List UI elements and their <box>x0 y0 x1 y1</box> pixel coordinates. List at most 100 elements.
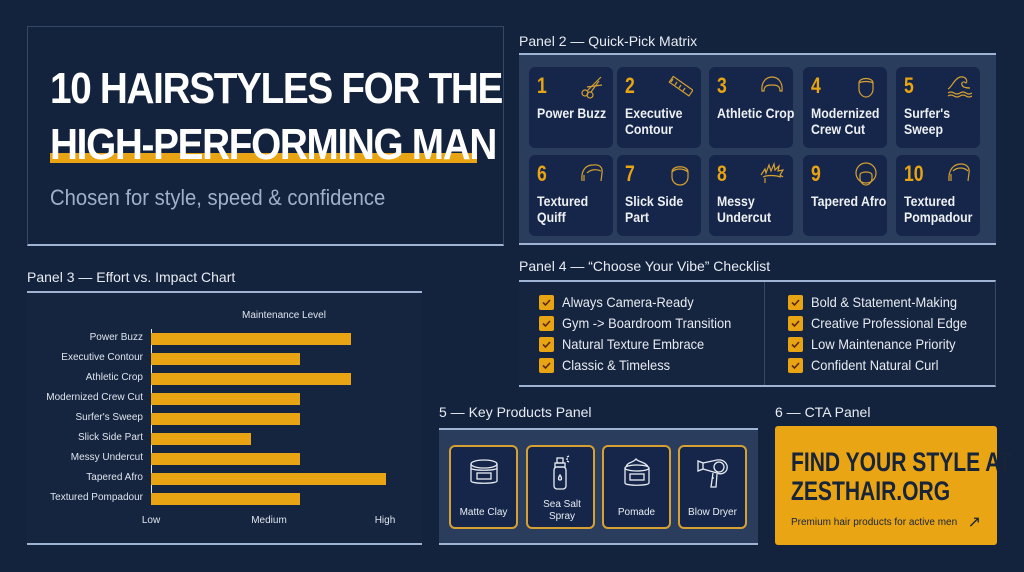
bar-label: Slick Side Part <box>77 432 143 443</box>
style-tile-6[interactable]: 6 Textured Quiff <box>529 155 613 236</box>
bar-athletic-crop <box>151 373 351 385</box>
jar-icon <box>469 459 498 484</box>
checklist-label: Confident Natural Curl <box>811 357 939 373</box>
checklist-item[interactable]: Natural Texture Embrace <box>539 334 717 354</box>
checkbox-checked-icon[interactable] <box>539 294 554 310</box>
bar-messy-undercut <box>151 453 300 465</box>
checkbox-checked-icon[interactable] <box>788 336 803 352</box>
product-card-matte-clay[interactable]: Matte Clay <box>449 445 518 529</box>
checkbox-checked-icon[interactable] <box>539 315 554 331</box>
tile-number: 9 <box>811 161 821 186</box>
bar-label: Power Buzz <box>89 332 143 343</box>
style-tile-7[interactable]: 7 Slick Side Part <box>617 155 701 236</box>
checkbox-checked-icon[interactable] <box>788 357 803 373</box>
key-products-panel: Matte Clay Sea Salt Spray Pomade Blow Dr… <box>439 428 758 545</box>
bar-textured-pompadour <box>151 493 300 505</box>
tile-name: Athletic Crop <box>717 105 795 121</box>
cta-button[interactable]: FIND YOUR STYLE AT ZESTHAIR.ORG Premium … <box>775 426 1012 545</box>
product-name: Matte Clay <box>459 507 508 518</box>
tile-name: Textured Pompadour <box>904 193 973 225</box>
style-tile-9[interactable]: 9 Tapered Afro <box>803 155 887 236</box>
x-tick-low: Low <box>141 515 161 526</box>
cta-headline-line-2: ZESTHAIR.ORG <box>791 476 951 506</box>
checkbox-checked-icon[interactable] <box>539 357 554 373</box>
title-panel: 10 HAIRSTYLES FOR THE HIGH-PERFORMING MA… <box>27 26 504 246</box>
checkbox-checked-icon[interactable] <box>539 336 554 352</box>
bar-tapered-afro <box>151 473 386 485</box>
checklist-label: Bold & Statement-Making <box>811 294 958 310</box>
cta-headline: FIND YOUR STYLE AT ZESTHAIR.ORG <box>791 448 1012 506</box>
tile-number: 4 <box>811 73 821 98</box>
comb-icon <box>668 75 693 97</box>
bar-surfers-sweep <box>151 413 300 425</box>
style-tile-2[interactable]: 2 Executive Contour <box>617 67 701 148</box>
tile-number: 10 <box>904 161 924 186</box>
style-tile-4[interactable]: 4 Modernized Crew Cut <box>803 67 887 148</box>
checkbox-checked-icon[interactable] <box>788 294 803 310</box>
scissors-icon <box>581 76 603 99</box>
pomade-jar-icon <box>623 457 650 486</box>
tile-number: 7 <box>625 161 635 186</box>
x-tick-high: High <box>374 515 396 526</box>
tile-name: Surfer's Sweep <box>904 105 951 137</box>
tile-name: Messy Undercut <box>717 193 772 225</box>
short-hair-icon <box>761 76 783 92</box>
tile-name: Slick Side Part <box>625 193 684 225</box>
tile-number: 8 <box>717 161 727 186</box>
matrix-heading: Panel 2 — Quick-Pick Matrix <box>519 33 698 49</box>
style-tile-5[interactable]: 5 Surfer's Sweep <box>896 67 980 148</box>
style-tile-1[interactable]: 1 Power Buzz <box>529 67 613 148</box>
quiff-hair-icon <box>581 164 603 182</box>
column-divider <box>764 282 765 385</box>
tile-name: Tapered Afro <box>811 193 887 209</box>
title-highlight-bar <box>50 153 477 163</box>
checklist-item[interactable]: Classic & Timeless <box>539 355 679 375</box>
spray-bottle-icon <box>552 455 569 490</box>
bar-label: Tapered Afro <box>86 472 143 483</box>
checklist-label: Natural Texture Embrace <box>562 336 705 352</box>
quick-pick-matrix: 1 Power Buzz 2 Executive Contour 3 Athle… <box>519 53 996 245</box>
checklist-label: Low Maintenance Priority <box>811 336 956 352</box>
product-card-pomade[interactable]: Pomade <box>602 445 671 529</box>
tile-number: 1 <box>537 73 547 98</box>
chart-heading: Panel 3 — Effort vs. Impact Chart <box>27 269 236 285</box>
tile-number: 3 <box>717 73 727 98</box>
checklist-item[interactable]: Always Camera-Ready <box>539 292 705 312</box>
product-card-blow-dryer[interactable]: Blow Dryer <box>678 445 747 529</box>
cta-headline-line-1: FIND YOUR STYLE AT <box>791 447 1012 477</box>
checkbox-checked-icon[interactable] <box>788 315 803 331</box>
checklist-item[interactable]: Creative Professional Edge <box>788 313 981 333</box>
style-tile-3[interactable]: 3 Athletic Crop <box>709 67 795 148</box>
checklist-label: Gym -> Boardroom Transition <box>562 315 732 331</box>
product-card-sea-salt-spray[interactable]: Sea Salt Spray <box>526 445 595 529</box>
checklist-item[interactable]: Bold & Statement-Making <box>788 292 970 312</box>
tile-name: Executive Contour <box>625 105 683 137</box>
checklist-item[interactable]: Confident Natural Curl <box>788 355 950 375</box>
page-subtitle: Chosen for style, speed & confidence <box>50 185 386 210</box>
x-tick-medium: Medium <box>251 515 287 526</box>
style-tile-10[interactable]: 10 Textured Pompadour <box>896 155 980 236</box>
page-title-line-1: 10 HAIRSTYLES FOR THE <box>50 64 503 113</box>
external-link-arrow-icon[interactable]: ↗ <box>967 514 981 531</box>
side-part-head-icon <box>671 166 689 186</box>
maintenance-chart: Maintenance Level Power Buzz Executive C… <box>27 291 422 545</box>
cta-subtext: Premium hair products for active men <box>791 517 958 528</box>
messy-hair-icon <box>760 161 785 183</box>
bar-power-buzz <box>151 333 351 345</box>
afro-head-icon <box>855 162 877 186</box>
style-tile-8[interactable]: 8 Messy Undercut <box>709 155 793 236</box>
products-heading: 5 — Key Products Panel <box>439 404 592 420</box>
bar-label: Surfer's Sweep <box>75 412 144 423</box>
checklist-item[interactable]: Gym -> Boardroom Transition <box>539 313 746 333</box>
tile-name: Modernized Crew Cut <box>811 105 880 137</box>
bar-label: Executive Contour <box>61 352 143 363</box>
checklist-item[interactable]: Low Maintenance Priority <box>788 334 968 354</box>
bar-label: Messy Undercut <box>70 452 143 463</box>
product-name: Pomade <box>617 507 656 518</box>
checklist-label: Always Camera-Ready <box>562 294 694 310</box>
tile-number: 5 <box>904 73 914 98</box>
chart-title: Maintenance Level <box>242 310 326 321</box>
bar-label: Textured Pompadour <box>50 492 143 503</box>
tile-name: Power Buzz <box>537 105 607 121</box>
tile-number: 6 <box>537 161 547 186</box>
